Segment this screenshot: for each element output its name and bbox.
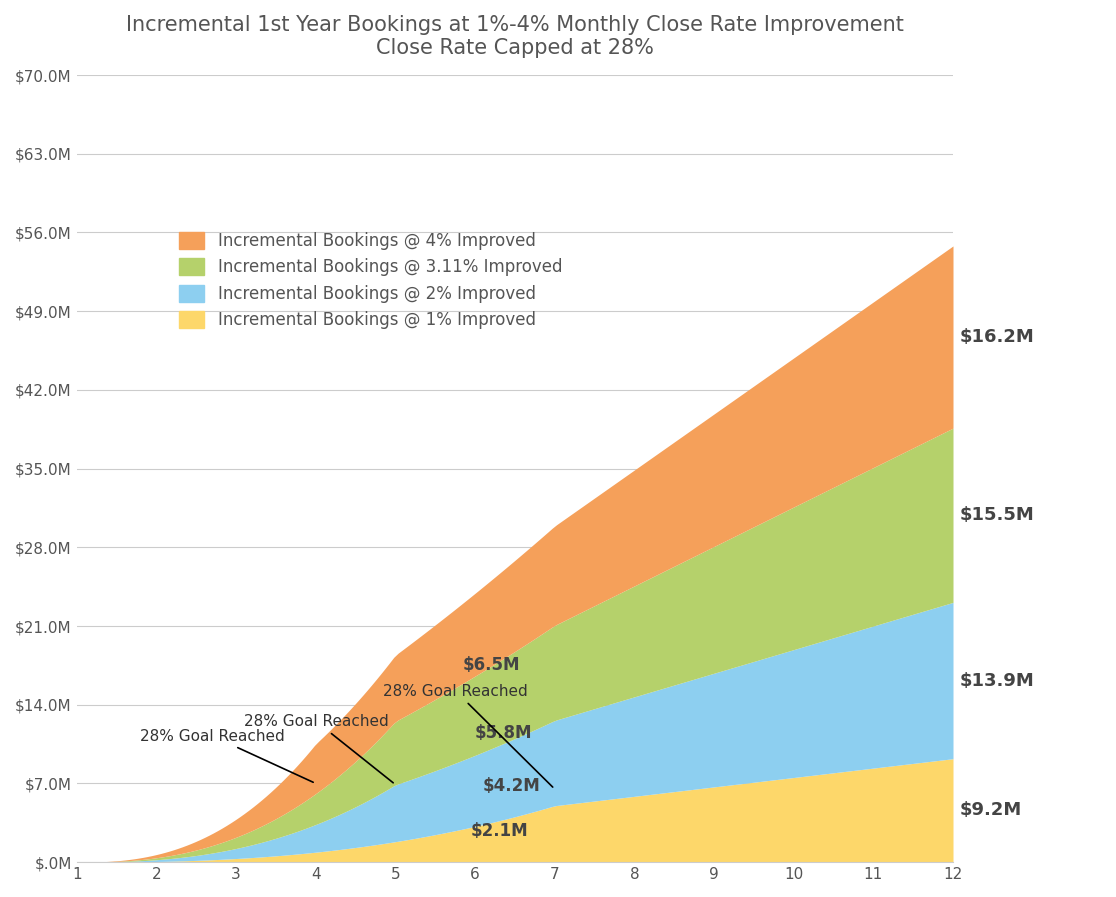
Text: $6.5M: $6.5M — [463, 657, 520, 675]
Text: 28% Goal Reached: 28% Goal Reached — [244, 714, 393, 783]
Text: 28% Goal Reached: 28% Goal Reached — [384, 684, 552, 787]
Text: 28% Goal Reached: 28% Goal Reached — [141, 728, 314, 782]
Text: $9.2M: $9.2M — [960, 801, 1021, 820]
Text: $4.2M: $4.2M — [483, 777, 541, 795]
Text: $13.9M: $13.9M — [960, 672, 1035, 690]
Text: $15.5M: $15.5M — [960, 506, 1035, 524]
Text: $2.1M: $2.1M — [471, 822, 529, 840]
Text: $16.2M: $16.2M — [960, 328, 1035, 346]
Text: $5.8M: $5.8M — [475, 724, 532, 742]
Title: Incremental 1st Year Bookings at 1%-4% Monthly Close Rate Improvement
Close Rate: Incremental 1st Year Bookings at 1%-4% M… — [126, 15, 904, 58]
Legend: Incremental Bookings @ 4% Improved, Incremental Bookings @ 3.11% Improved, Incre: Incremental Bookings @ 4% Improved, Incr… — [173, 225, 569, 336]
